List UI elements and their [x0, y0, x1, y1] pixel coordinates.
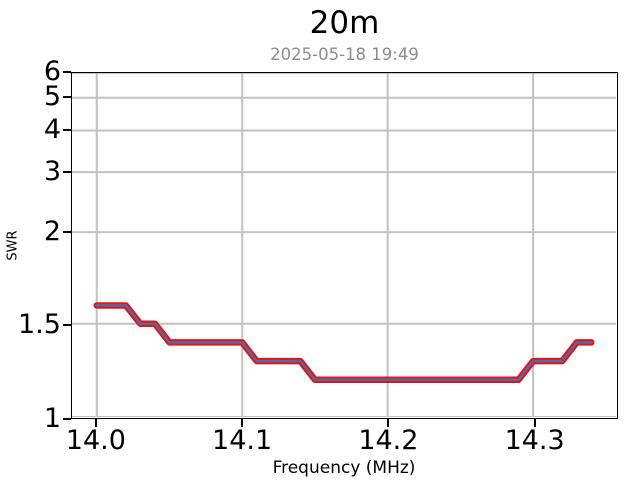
plot-area	[71, 72, 618, 419]
y-tick-label: 3	[43, 155, 61, 187]
y-tick-mark	[63, 170, 71, 173]
x-tick-mark	[241, 419, 244, 427]
x-tick-label: 14.1	[212, 425, 273, 456]
y-tick-mark	[63, 71, 71, 73]
y-tick-label: 1	[43, 403, 61, 434]
y-tick-label: 6	[43, 56, 61, 87]
x-tick-label: 14.2	[358, 425, 419, 456]
x-tick-label: 14.0	[65, 425, 126, 456]
y-tick-mark	[63, 418, 71, 420]
x-axis-label: Frequency (MHz)	[272, 458, 416, 478]
chart-title: 20m	[309, 5, 380, 41]
y-tick-mark	[63, 231, 71, 234]
y-axis-label: SWR	[5, 230, 21, 261]
swr-trace-center	[95, 304, 593, 381]
y-tick-label: 5	[43, 80, 61, 112]
y-tick-label: 2	[43, 216, 61, 248]
x-tick-mark	[533, 419, 536, 427]
x-tick-mark	[94, 419, 97, 427]
x-tick-mark	[387, 419, 390, 427]
chart-subtitle: 2025-05-18 19:49	[270, 45, 419, 64]
x-tick-label: 14.3	[504, 425, 565, 456]
y-tick-mark	[63, 128, 71, 131]
y-tick-mark	[63, 95, 71, 98]
swr-line-plot	[72, 73, 616, 417]
y-tick-label: 4	[43, 113, 61, 145]
y-tick-label: 1.5	[18, 308, 61, 340]
y-tick-mark	[63, 323, 71, 326]
